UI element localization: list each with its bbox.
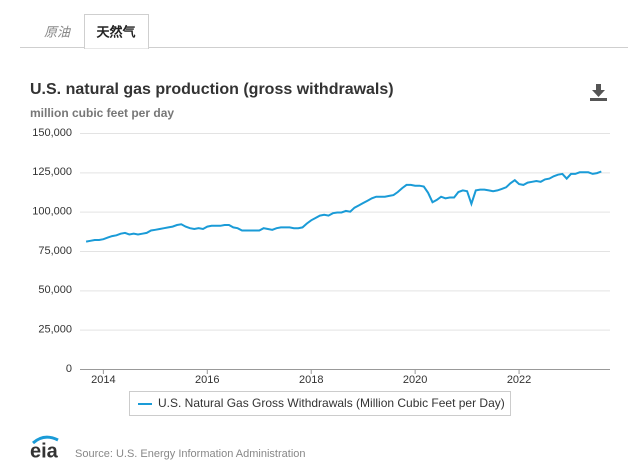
y-tick-label: 100,000: [32, 206, 72, 218]
x-tick-label: 2022: [507, 374, 531, 386]
x-tick-label: 2014: [91, 374, 115, 386]
x-tick-label: 2016: [195, 374, 219, 386]
legend: U.S. Natural Gas Gross Withdrawals (Mill…: [138, 396, 505, 410]
tab-active[interactable]: 天然气: [96, 24, 135, 39]
source: Source: U.S. Energy Information Administ…: [75, 448, 306, 460]
x-tick-label: 2018: [299, 374, 323, 386]
y-tick-label: 125,000: [32, 166, 72, 178]
series-line: [85, 170, 602, 243]
x-tick-label: 2020: [403, 374, 427, 386]
y-tick-label: 25,000: [38, 324, 72, 336]
legend-box: [129, 391, 511, 416]
y-axis-label: million cubic feet per day: [30, 106, 174, 120]
logo-swoosh: [31, 435, 59, 445]
y-tick-label: 0: [66, 363, 72, 375]
y-tick-label: 150,000: [32, 127, 72, 139]
download-icon[interactable]: [590, 84, 607, 101]
y-tick-label: 50,000: [38, 284, 72, 296]
chart-title: U.S. natural gas production (gross withd…: [30, 81, 394, 98]
logo: eia: [30, 440, 59, 462]
tab[interactable]: 原油: [44, 24, 72, 39]
legend-label: U.S. Natural Gas Gross Withdrawals (Mill…: [158, 396, 505, 410]
y-tick-label: 75,000: [38, 245, 72, 257]
